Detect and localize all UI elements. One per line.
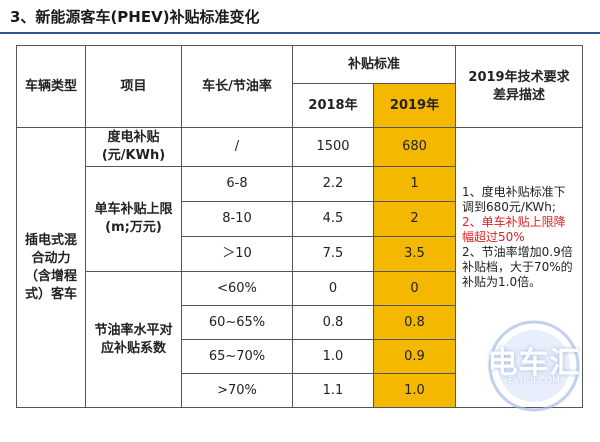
range-cell: <60%	[181, 271, 293, 306]
range-cell: >70%	[181, 373, 293, 408]
value-2019: 1.0	[373, 373, 456, 408]
value-2019: 2	[373, 201, 456, 237]
desc-part1: 1、度电补贴标准下调到680元/KWh;	[462, 185, 566, 214]
header-req-diff: 2019年技术要求差异描述	[455, 45, 583, 128]
watermark-text: 电车汇	[487, 346, 581, 381]
value-2018: 4.5	[292, 201, 374, 237]
item-coef: 节油率水平对应补贴系数	[85, 271, 182, 408]
range-cell: 6-8	[181, 166, 293, 202]
header-item: 项目	[85, 45, 182, 128]
value-2018: 2.2	[292, 166, 374, 202]
item-cap: 单车补贴上限(m;万元)	[85, 166, 182, 272]
subsidy-table: 车辆类型 项目 车长/节油率 补贴标准 2019年技术要求差异描述 2018年 …	[16, 45, 583, 408]
header-vehicle-type: 车辆类型	[16, 45, 86, 128]
header-2019: 2019年	[373, 83, 456, 128]
value-2018: 1.0	[292, 339, 374, 374]
header-2018: 2018年	[292, 83, 374, 128]
desc-part3: 2、节油率增加0.9倍补贴档，大于70%的补贴为1.0倍。	[462, 245, 573, 289]
page-title: 3、新能源客车(PHEV)补贴标准变化	[10, 8, 260, 26]
watermark-badge-icon	[488, 320, 580, 412]
header-length-rate: 车长/节油率	[181, 45, 293, 128]
value-2018: 7.5	[292, 236, 374, 272]
range-cell: 65~70%	[181, 339, 293, 374]
range-cell: 8-10	[181, 201, 293, 237]
watermark-logo: 电车汇 EVHUI.COM	[478, 316, 590, 416]
value-2018: 1500	[292, 127, 374, 167]
description-cell: 1、度电补贴标准下调到680元/KWh; 2、单车补贴上限降幅超过50% 2、节…	[455, 127, 583, 408]
range-cell: ＞10	[181, 236, 293, 272]
value-2018: 0.8	[292, 305, 374, 340]
value-2019: 3.5	[373, 236, 456, 272]
item-kwh-subsidy: 度电补贴(元/KWh)	[85, 127, 182, 167]
title-divider	[0, 32, 600, 34]
value-2018: 1.1	[292, 373, 374, 408]
value-2019: 1	[373, 166, 456, 202]
value-2019: 0.8	[373, 305, 456, 340]
watermark-url: EVHUI.COM	[508, 376, 560, 386]
value-2019: 680	[373, 127, 456, 167]
desc-part2: 2、单车补贴上限降幅超过50%	[462, 215, 566, 244]
value-2018: 0	[292, 271, 374, 306]
vehicle-type-cell: 插电式混合动力（含增程式）客车	[16, 127, 86, 408]
header-subsidy-standard: 补贴标准	[292, 45, 456, 84]
range-cell: /	[181, 127, 293, 167]
value-2019: 0.9	[373, 339, 456, 374]
value-2019: 0	[373, 271, 456, 306]
range-cell: 60~65%	[181, 305, 293, 340]
